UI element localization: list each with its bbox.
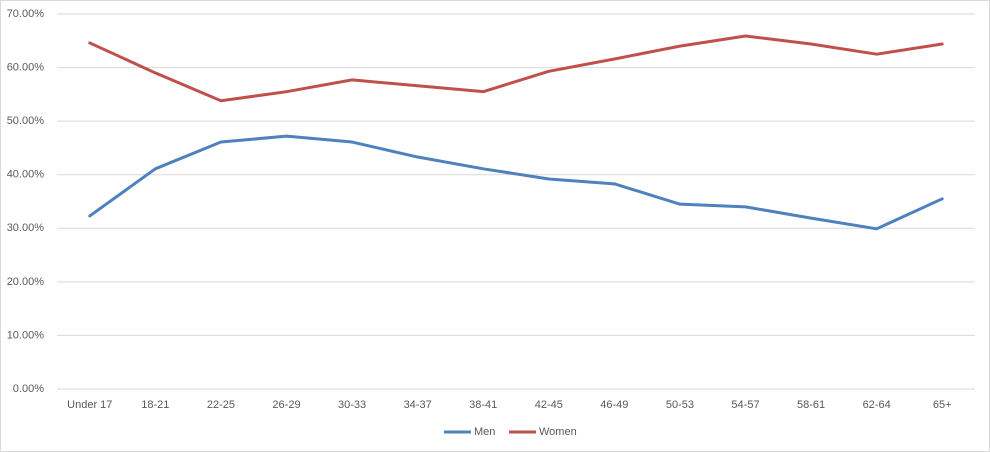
legend-label: Women xyxy=(539,426,577,438)
x-tick-label: 58-61 xyxy=(797,399,825,411)
x-tick-label: 26-29 xyxy=(272,399,300,411)
x-tick-label: 46-49 xyxy=(600,399,628,411)
y-tick-label: 40.00% xyxy=(7,169,45,181)
x-tick-label: 34-37 xyxy=(404,399,432,411)
x-tick-label: 30-33 xyxy=(338,399,366,411)
y-tick-label: 0.00% xyxy=(13,383,44,395)
x-tick-label: 38-41 xyxy=(469,399,497,411)
y-tick-label: 20.00% xyxy=(7,276,45,288)
x-tick-label: 18-21 xyxy=(141,399,169,411)
x-tick-label: 42-45 xyxy=(535,399,563,411)
series-line xyxy=(88,134,944,231)
x-tick-label: 22-25 xyxy=(207,399,235,411)
y-tick-label: 10.00% xyxy=(7,329,45,341)
x-tick-label: 65+ xyxy=(933,399,952,411)
legend-label: Men xyxy=(474,426,495,438)
y-tick-label: 50.00% xyxy=(7,115,45,127)
y-tick-label: 70.00% xyxy=(7,8,45,20)
series-line xyxy=(88,34,944,103)
x-tick-label: 50-53 xyxy=(666,399,694,411)
x-tick-label: Under 17 xyxy=(67,399,112,411)
y-tick-label: 30.00% xyxy=(7,222,45,234)
x-tick-label: 54-57 xyxy=(731,399,759,411)
x-tick-label: 62-64 xyxy=(863,399,891,411)
y-tick-label: 60.00% xyxy=(7,61,45,73)
